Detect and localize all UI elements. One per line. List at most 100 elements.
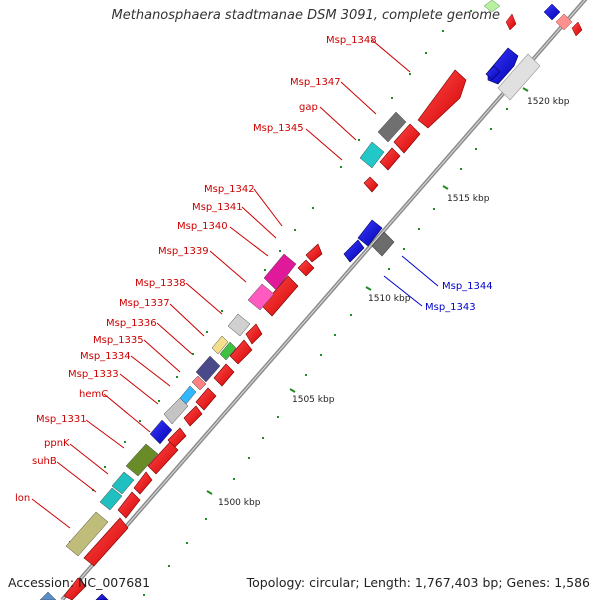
gene-block-gray[interactable] [377,111,407,143]
accession-text: Accession: NC_007681 [8,575,151,590]
gene-arrow-forward[interactable] [213,363,235,387]
scale-label: 1520 kbp [527,97,570,107]
gene-label[interactable]: suhB [32,456,57,467]
minor-tick [350,314,352,316]
minor-tick [143,594,145,596]
gene-arrow-forward[interactable] [417,69,467,129]
gene-arrow-forward[interactable] [363,176,379,193]
gene-block-magenta[interactable] [263,253,297,291]
gene-block-pink-small[interactable] [555,13,573,31]
minor-tick [388,268,390,270]
gene-block-lightgreen[interactable] [483,0,501,13]
gene-label[interactable]: Msp_1336 [106,318,157,329]
gene-arrow-reverse[interactable] [543,3,561,21]
scale-group: 1500 kbp 1505 kbp 1510 kbp 1515 kbp 1520… [206,87,570,508]
leader-line [103,393,151,433]
gene-block-steelblue[interactable] [39,591,57,600]
scale-label: 1510 kbp [368,294,411,304]
gene-block-darkgray[interactable] [371,231,395,257]
gene-block-lightgray[interactable] [227,313,251,337]
minor-tick [409,73,411,75]
leader-line [253,188,283,227]
gene-arrow-reverse[interactable] [497,53,541,101]
gene-block-teal[interactable] [111,471,135,495]
gene-label[interactable]: Msp_1345 [253,123,304,134]
gene-arrow-reverse[interactable] [343,239,365,263]
gene-label[interactable]: Msp_1335 [93,335,144,346]
gene-arrow-reverse[interactable] [357,219,383,247]
gene-label[interactable]: Msp_1338 [135,278,186,289]
minor-tick [158,400,160,402]
leader-line [156,322,193,355]
gene-label[interactable]: Msp_1334 [80,351,131,362]
forward-strand-features [63,69,467,600]
minor-tick [205,518,207,520]
gene-arrow-forward[interactable] [297,259,315,277]
gene-block-green[interactable] [219,341,237,361]
minor-tick [442,30,444,32]
gene-arrow-reverse[interactable] [485,65,501,81]
gene-block-olive[interactable] [125,443,159,477]
gene-label[interactable]: Msp_1333 [68,369,119,380]
leader-line [229,226,269,257]
gene-arrow-forward[interactable] [305,243,323,263]
minor-tick [186,542,188,544]
gene-label[interactable]: Msp_1331 [36,414,87,425]
reverse-strand-features [95,47,541,600]
minor-tick [470,10,472,12]
gene-block-blue[interactable] [149,419,173,445]
gene-label[interactable]: Msp_1340 [177,221,228,232]
gene-block-indigo[interactable] [195,355,221,383]
gene-label[interactable]: Msp_1344 [442,281,493,292]
leader-line [85,419,125,449]
gene-block-khaki[interactable] [65,511,109,557]
label-leaders [31,39,439,529]
leader-line [31,498,71,529]
minor-tick [391,97,393,99]
gene-arrow-forward[interactable] [147,441,179,475]
gene-label[interactable]: Msp_1343 [425,302,476,313]
gene-label[interactable]: ppnK [44,438,70,449]
gene-arrow-forward[interactable] [393,123,421,154]
gene-label[interactable]: Msp_1342 [204,184,255,195]
minor-tick [475,148,477,150]
minor-tick [139,420,141,422]
gene-label[interactable]: Msp_1337 [119,298,170,309]
scale-tick [206,490,213,495]
scale-tick [522,87,529,92]
gene-block-pink[interactable] [247,283,275,311]
gene-arrow-forward[interactable] [83,517,129,567]
gene-label[interactable]: lon [15,493,30,504]
gene-label[interactable]: Msp_1347 [290,77,341,88]
gene-arrow-forward[interactable] [245,323,263,345]
gene-arrow-reverse[interactable] [95,593,109,600]
gene-block-cyan[interactable] [359,141,385,169]
gene-block-salmon[interactable] [191,375,207,391]
gene-block-yellow[interactable] [211,335,229,355]
leader-line [143,339,181,373]
minor-tick [320,354,322,356]
minor-tick [248,457,250,459]
minor-tick [460,168,462,170]
scale-label: 1505 kbp [292,395,335,405]
gene-arrow-forward[interactable] [379,147,401,171]
gene-arrow-forward[interactable] [133,471,153,495]
gene-arrow-forward[interactable] [183,405,203,427]
gene-label-group: Msp_1348 Msp_1347 gap Msp_1345 Msp_1342 … [15,35,493,504]
gene-arrow-forward[interactable] [195,387,217,411]
gene-block-silver[interactable] [163,397,189,425]
gene-arrow-forward[interactable] [63,577,87,600]
gene-label[interactable]: gap [299,102,318,113]
gene-arrow-forward[interactable] [571,21,583,37]
gene-arrow-forward[interactable] [117,491,141,519]
minor-tick [233,478,235,480]
gene-label[interactable]: hemC [79,389,108,400]
gene-arrow-forward[interactable] [229,339,253,365]
gene-block-teal2[interactable] [99,487,123,511]
gene-label[interactable]: Msp_1339 [158,246,209,257]
gene-label[interactable]: Msp_1348 [326,35,377,46]
gene-arrow-forward[interactable] [505,13,517,31]
gene-label[interactable]: Msp_1341 [192,202,243,213]
minor-tick [403,248,405,250]
